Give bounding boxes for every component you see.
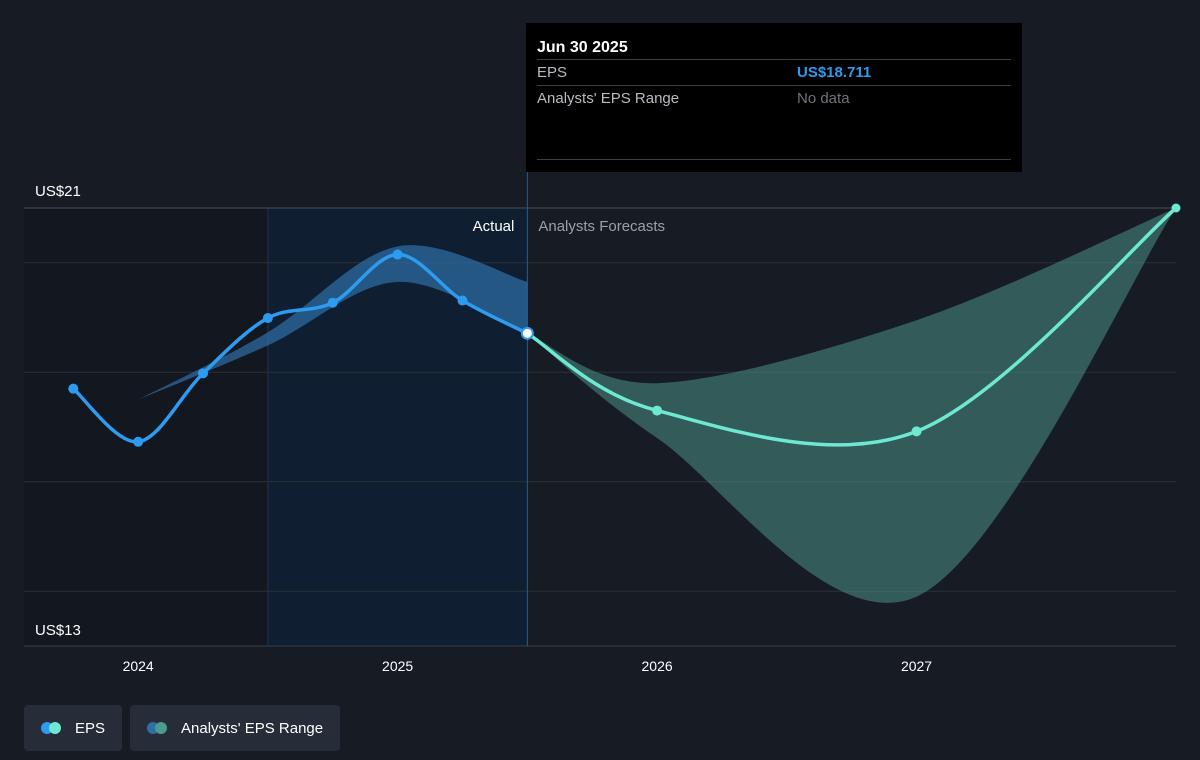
tooltip-eps-label: EPS (537, 64, 568, 81)
tooltip-row-eps: EPS US$18.711 (537, 59, 1011, 85)
tooltip-divider (537, 159, 1011, 160)
tooltip-eps-value: US$18.711 (797, 64, 872, 81)
legend-item-range[interactable]: Analysts' EPS Range (130, 705, 341, 751)
tooltip-range-label: Analysts' EPS Range (537, 90, 680, 107)
legend-dot-forecast (49, 722, 61, 734)
eps-legend-icon (41, 722, 67, 734)
eps-point (457, 295, 468, 306)
eps-chart: US$21 US$13 2024 2025 2026 2027 Actual Analysts… (24, 172, 1181, 674)
eps-point (392, 249, 403, 260)
forecast-eps-point (1171, 203, 1181, 213)
forecast-eps-range-area (527, 208, 1176, 603)
actual-eps-line (71, 252, 530, 444)
tooltip-date: Jun 30 2025 (537, 39, 628, 56)
y-axis-max-label: US$21 (35, 183, 81, 200)
legend-label-eps: EPS (75, 719, 106, 737)
forecast-eps-point (911, 426, 922, 437)
eps-point (68, 383, 79, 394)
legend-item-eps[interactable]: EPS (24, 705, 123, 751)
y-axis-min-label: US$13 (35, 622, 81, 639)
legend: EPS Analysts' EPS Range (24, 705, 341, 751)
eps-point (133, 436, 144, 447)
legend-dot-range-forecast (155, 722, 168, 734)
eps-point (198, 368, 209, 379)
tooltip: Jun 30 2025 EPS US$18.711 Analysts' EPS … (526, 23, 1022, 172)
past-band (24, 208, 268, 646)
forecast-eps-point (652, 405, 663, 416)
forecast-eps-line (525, 206, 1178, 447)
range-legend-icon (147, 722, 173, 734)
eps-point (327, 297, 338, 308)
eps-point (262, 313, 273, 324)
legend-label-range: Analysts' EPS Range (181, 719, 324, 737)
x-tick-label: 2024 (123, 658, 154, 674)
x-tick-label: 2027 (901, 658, 932, 674)
x-tick-label: 2026 (642, 658, 673, 674)
x-tick-label: 2025 (382, 658, 413, 674)
highlighted-eps-point (520, 326, 534, 340)
actual-label: Actual (473, 218, 515, 235)
forecast-label: Analysts Forecasts (538, 218, 665, 235)
tooltip-range-value: No data (797, 90, 850, 107)
tooltip-row-range: Analysts' EPS Range No data (537, 85, 1011, 111)
actual-eps-range-area (138, 245, 528, 400)
